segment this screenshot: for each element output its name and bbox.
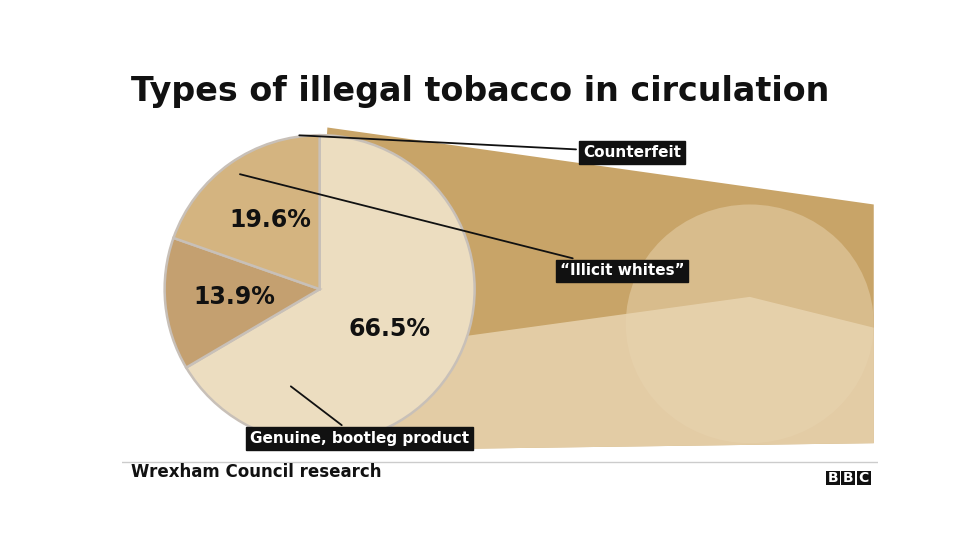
FancyBboxPatch shape [841,471,855,485]
FancyBboxPatch shape [826,471,839,485]
Text: Counterfeit: Counterfeit [300,135,681,160]
Text: C: C [859,471,869,485]
Text: 66.5%: 66.5% [348,317,430,341]
Ellipse shape [626,204,874,443]
Ellipse shape [626,204,874,443]
Text: B: B [828,471,838,485]
Wedge shape [186,135,474,443]
Polygon shape [308,127,874,451]
Text: B: B [843,471,853,485]
Wedge shape [165,238,319,368]
Text: Wrexham Council research: Wrexham Council research [132,463,382,481]
Text: 13.9%: 13.9% [194,285,275,310]
Text: 19.6%: 19.6% [229,208,311,232]
FancyBboxPatch shape [857,471,871,485]
Polygon shape [308,297,874,451]
Wedge shape [174,135,319,289]
Text: Genuine, bootleg product: Genuine, bootleg product [250,386,469,446]
Text: “Illicit whites”: “Illicit whites” [240,174,684,278]
Text: Types of illegal tobacco in circulation: Types of illegal tobacco in circulation [132,75,830,108]
